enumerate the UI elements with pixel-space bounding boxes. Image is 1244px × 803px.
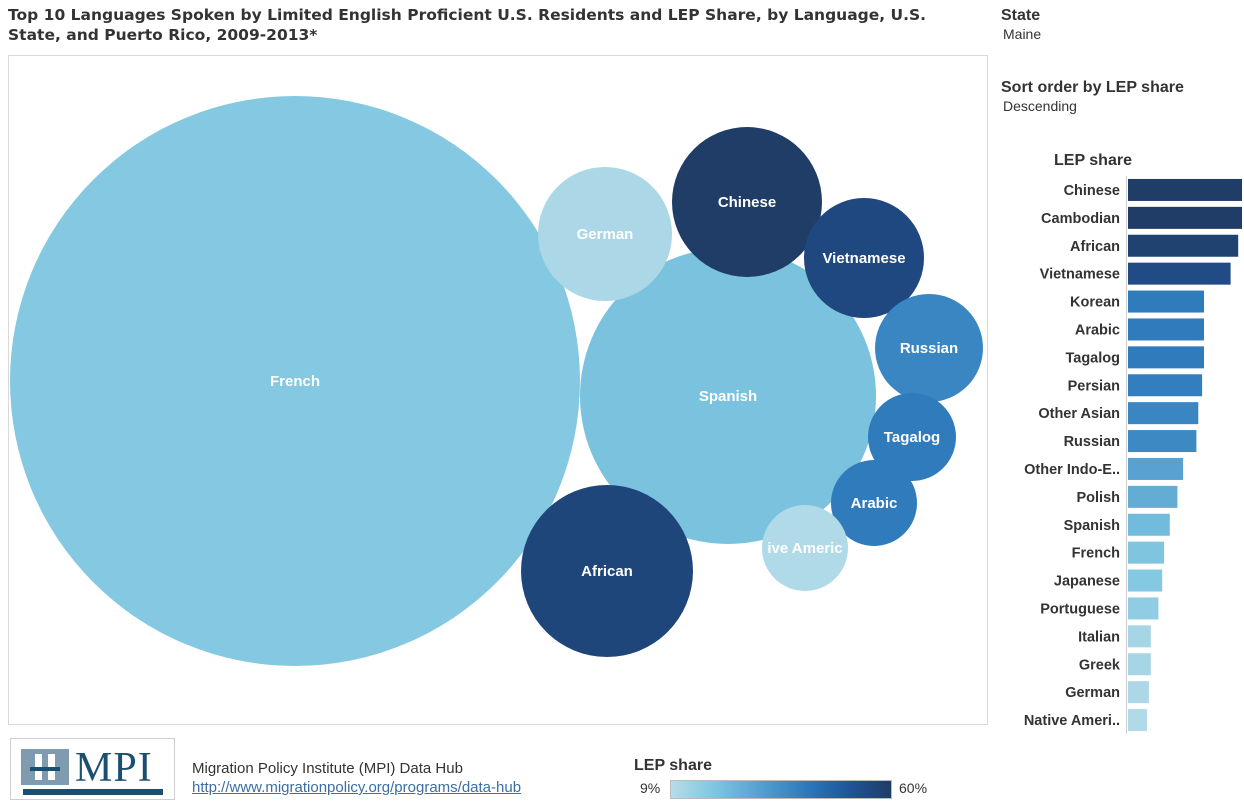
bar-label-other-asian: Other Asian bbox=[1038, 406, 1120, 422]
bar-label-polish: Polish bbox=[1076, 490, 1120, 506]
bar-label-persian: Persian bbox=[1068, 378, 1120, 394]
bubble-label-chinese: Chinese bbox=[718, 194, 776, 211]
bubble-label-tagalog: Tagalog bbox=[884, 429, 940, 446]
bar-cambodian[interactable] bbox=[1128, 206, 1242, 229]
mpi-logo-text: MPI bbox=[75, 745, 153, 791]
mpi-logo-underline bbox=[23, 789, 163, 795]
bar-chart: Chinese Cambodian African Vietnamese Korean A… bbox=[1024, 176, 1242, 734]
legend-title: LEP share bbox=[634, 757, 712, 774]
bar-arabic[interactable] bbox=[1128, 318, 1204, 341]
chart-title: Top 10 Languages Spoken by Limited Engli… bbox=[8, 6, 927, 44]
sort-order-value[interactable]: Descending bbox=[1003, 98, 1077, 114]
bar-native-ameri[interactable] bbox=[1128, 709, 1147, 732]
bar-other-indo-e[interactable] bbox=[1128, 457, 1184, 480]
bar-african[interactable] bbox=[1128, 234, 1239, 257]
bubble-label-spanish: Spanish bbox=[699, 388, 757, 405]
bar-korean[interactable] bbox=[1128, 290, 1204, 313]
bubble-arabic[interactable] bbox=[831, 460, 917, 546]
bar-label-cambodian: Cambodian bbox=[1041, 211, 1120, 227]
bar-other-asian[interactable] bbox=[1128, 402, 1199, 425]
bubble-label-french: French bbox=[270, 373, 320, 390]
bubble-label-german: German bbox=[577, 226, 634, 243]
state-filter-label: State bbox=[1001, 7, 1041, 24]
bar-label-other-indo-e: Other Indo-E.. bbox=[1024, 462, 1120, 478]
bar-spanish[interactable] bbox=[1128, 513, 1170, 536]
bar-label-native-ameri: Native Ameri.. bbox=[1024, 713, 1120, 729]
bubble-native-american[interactable] bbox=[762, 505, 848, 591]
bar-label-african: African bbox=[1070, 239, 1120, 255]
data-hub-link[interactable]: http://www.migrationpolicy.org/programs/… bbox=[192, 779, 522, 796]
bar-polish[interactable] bbox=[1128, 485, 1178, 508]
bar-german[interactable] bbox=[1128, 681, 1149, 704]
legend-min-label: 9% bbox=[640, 780, 661, 796]
bubble-spanish[interactable] bbox=[580, 248, 876, 544]
bubble-label-arabic: Arabic bbox=[851, 495, 898, 512]
bubble-label-vietnamese: Vietnamese bbox=[822, 250, 905, 267]
sort-order-label: Sort order by LEP share bbox=[1001, 79, 1184, 96]
legend-color-ramp bbox=[670, 780, 892, 799]
bar-label-arabic: Arabic bbox=[1075, 322, 1120, 338]
bar-label-portuguese: Portuguese bbox=[1040, 601, 1120, 617]
bar-label-spanish: Spanish bbox=[1064, 518, 1120, 534]
bar-label-vietnamese: Vietnamese bbox=[1040, 267, 1120, 283]
bar-chart-title: LEP share bbox=[1054, 152, 1132, 169]
bar-chart-panel: Chinese Cambodian African Vietnamese Korean A… bbox=[998, 176, 1244, 736]
bubble-label-native-american: ive Americ bbox=[767, 540, 842, 557]
bar-french[interactable] bbox=[1128, 541, 1165, 564]
bar-tagalog[interactable] bbox=[1128, 346, 1204, 369]
bar-russian[interactable] bbox=[1128, 430, 1197, 453]
bubble-vietnamese[interactable] bbox=[804, 198, 924, 318]
bar-label-korean: Korean bbox=[1070, 295, 1120, 311]
bubble-french[interactable] bbox=[10, 96, 580, 666]
bubble-chart-panel: French Spanish African Chinese German Vietnam… bbox=[8, 55, 988, 725]
bar-label-french: French bbox=[1072, 546, 1120, 562]
bar-persian[interactable] bbox=[1128, 374, 1203, 397]
bubble-german[interactable] bbox=[538, 167, 672, 301]
bubble-russian[interactable] bbox=[875, 294, 983, 402]
bar-vietnamese[interactable] bbox=[1128, 262, 1231, 285]
bar-label-italian: Italian bbox=[1078, 629, 1120, 645]
bar-label-chinese: Chinese bbox=[1064, 183, 1120, 199]
bubble-label-african: African bbox=[581, 563, 633, 580]
bubble-chart: French Spanish African Chinese German Vietnam… bbox=[10, 96, 983, 666]
bar-japanese[interactable] bbox=[1128, 569, 1163, 592]
mpi-mark-icon bbox=[21, 749, 69, 785]
bar-label-russian: Russian bbox=[1064, 434, 1120, 450]
state-filter-value[interactable]: Maine bbox=[1003, 26, 1042, 42]
bar-label-tagalog: Tagalog bbox=[1065, 350, 1120, 366]
bar-portuguese[interactable] bbox=[1128, 597, 1159, 620]
bar-label-greek: Greek bbox=[1079, 657, 1121, 673]
data-hub-name: Migration Policy Institute (MPI) Data Hu… bbox=[192, 760, 463, 777]
bubble-african[interactable] bbox=[521, 485, 693, 657]
bar-italian[interactable] bbox=[1128, 625, 1151, 648]
mpi-logo: MPI bbox=[10, 738, 175, 800]
legend-max-label: 60% bbox=[899, 780, 928, 796]
bar-label-japanese: Japanese bbox=[1054, 574, 1120, 590]
bar-label-german: German bbox=[1065, 685, 1120, 701]
bar-greek[interactable] bbox=[1128, 653, 1151, 676]
bubble-chinese[interactable] bbox=[672, 127, 822, 277]
bar-chinese[interactable] bbox=[1128, 178, 1242, 201]
bubble-tagalog[interactable] bbox=[868, 393, 956, 481]
bubble-label-russian: Russian bbox=[900, 340, 958, 357]
